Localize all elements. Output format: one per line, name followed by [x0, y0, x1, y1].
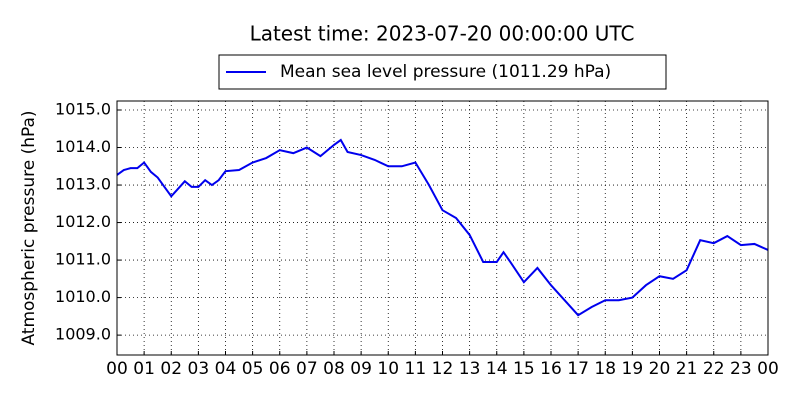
- x-tick-label: 00: [757, 359, 779, 379]
- x-tick-label: 02: [160, 359, 182, 379]
- x-tick-label: 03: [188, 359, 210, 379]
- y-tick-label: 1013.0: [55, 175, 111, 194]
- x-tick-label: 23: [730, 359, 752, 379]
- x-tick-label: 01: [133, 359, 155, 379]
- x-tick-label: 08: [323, 359, 345, 379]
- x-tick-label: 22: [703, 359, 725, 379]
- x-tick-label: 21: [676, 359, 698, 379]
- x-tick-label: 05: [242, 359, 264, 379]
- x-tick-label: 12: [432, 359, 454, 379]
- x-tick-label: 18: [594, 359, 616, 379]
- x-tick-label: 06: [269, 359, 291, 379]
- y-tick-label: 1012.0: [55, 212, 111, 231]
- x-tick-label: 00: [106, 359, 128, 379]
- line-series: [116, 138, 769, 317]
- y-tick-label: 1009.0: [55, 325, 111, 344]
- x-tick-label: 16: [540, 359, 562, 379]
- x-tick-label: 14: [486, 359, 508, 379]
- x-tick-label: 10: [377, 359, 399, 379]
- chart-title: Latest time: 2023-07-20 00:00:00 UTC: [250, 22, 635, 46]
- legend-box: [218, 54, 667, 90]
- x-tick-label: 20: [649, 359, 671, 379]
- x-tick-label: 17: [567, 359, 589, 379]
- y-tick-label: 1014.0: [55, 137, 111, 156]
- y-tick-label: 1011.0: [55, 250, 111, 269]
- plot-frame: [116, 100, 769, 356]
- x-tick-label: 19: [622, 359, 644, 379]
- y-tick-label: 1015.0: [55, 100, 111, 119]
- y-axis-label: Atmospheric pressure (hPa): [19, 110, 39, 345]
- x-tick-label: 13: [459, 359, 481, 379]
- x-tick-label: 09: [350, 359, 372, 379]
- x-tick-label: 11: [405, 359, 427, 379]
- x-tick-label: 04: [215, 359, 237, 379]
- legend-label: Mean sea level pressure (1011.29 hPa): [280, 62, 611, 82]
- y-tick-label: 1010.0: [55, 287, 111, 306]
- x-tick-label: 15: [513, 359, 535, 379]
- x-tick-label: 07: [296, 359, 318, 379]
